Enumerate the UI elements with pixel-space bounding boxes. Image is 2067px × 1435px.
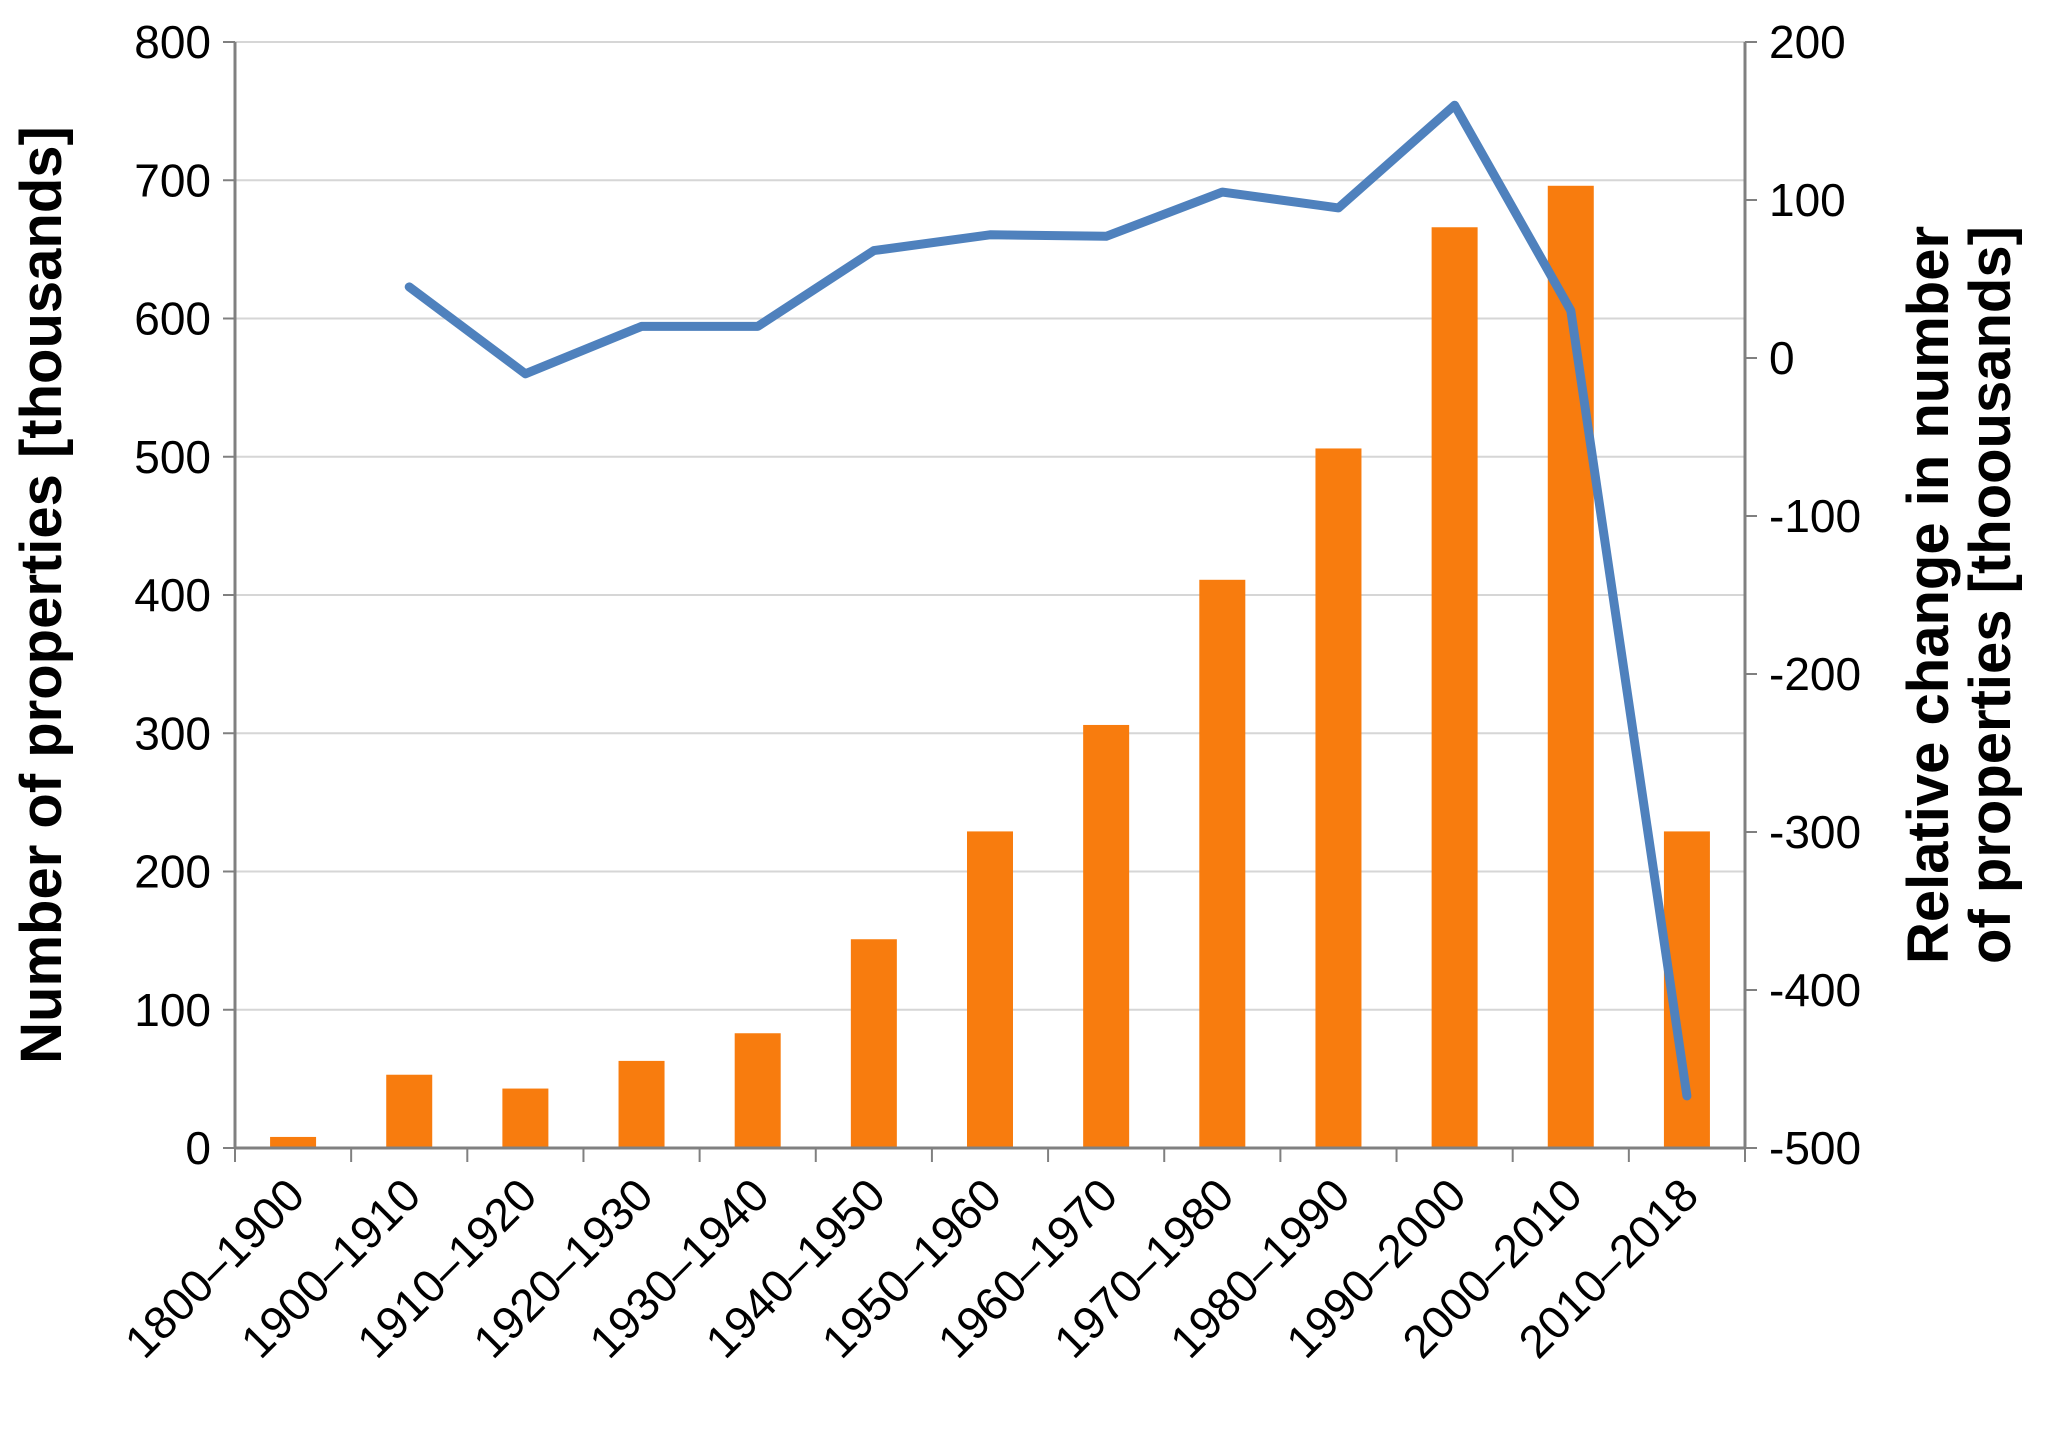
left-axis-title: Number of properties [thousands] [9, 126, 74, 1064]
bar-1970–1980 [1199, 579, 1246, 1148]
right-axis-title-line1: Relative change in number [1896, 225, 1961, 965]
bar-1940–1950 [850, 939, 897, 1148]
left-tick-label: 700 [134, 154, 211, 206]
left-tick-label: 800 [134, 16, 211, 68]
left-tick-label: 500 [134, 431, 211, 483]
bar-1920–1930 [618, 1060, 665, 1148]
bar-1800–1900 [270, 1136, 317, 1148]
bar-2000–2010 [1547, 185, 1594, 1148]
left-tick-label: 400 [134, 569, 211, 621]
left-tick-label: 300 [134, 707, 211, 759]
right-tick-label: 0 [1769, 332, 1795, 384]
left-tick-label: 100 [134, 984, 211, 1036]
right-tick-label: -500 [1769, 1122, 1861, 1174]
left-tick-label: 0 [185, 1122, 211, 1174]
left-tick-label: 200 [134, 846, 211, 898]
right-tick-label: -200 [1769, 648, 1861, 700]
bar-1980–1990 [1315, 448, 1362, 1149]
right-tick-label: -100 [1769, 490, 1861, 542]
left-tick-label: 600 [134, 293, 211, 345]
bar-1910–1920 [502, 1088, 549, 1148]
bar-1950–1960 [967, 831, 1013, 1148]
right-tick-label: -300 [1769, 806, 1861, 858]
right-axis-title: Relative change in number of properties … [1896, 0, 2028, 1295]
right-axis-title-line2: of properties [thoousands] [1958, 226, 2023, 964]
bar-1990–2000 [1431, 227, 1478, 1148]
line-series [404, 100, 1692, 1101]
bar-1930–1940 [734, 1033, 781, 1148]
bar-1960–1970 [1083, 724, 1130, 1148]
right-tick-label: -400 [1769, 964, 1861, 1016]
right-tick-label: 200 [1769, 16, 1846, 68]
bar-1900–1910 [386, 1074, 433, 1148]
right-tick-label: 100 [1769, 174, 1846, 226]
